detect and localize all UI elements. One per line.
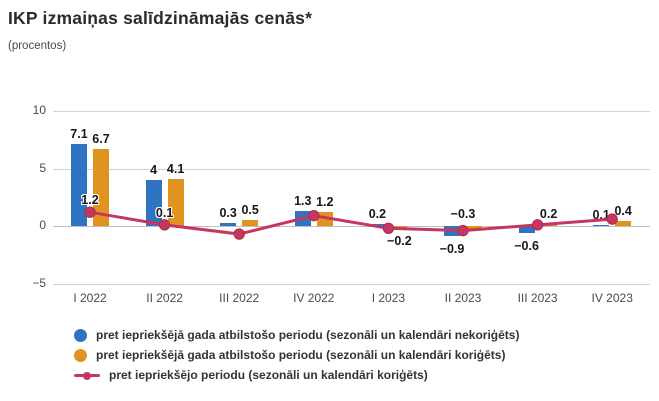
- value-label: 0.5: [241, 203, 259, 218]
- x-tick-label: IV 2023: [591, 291, 633, 305]
- bar-unadjusted-IV 2023: [593, 224, 610, 226]
- value-label: 7.1: [70, 127, 88, 142]
- value-label: −0.2: [387, 234, 412, 249]
- value-label: 0.2: [539, 206, 558, 221]
- orange-series-marker-icon: [74, 349, 87, 362]
- bar-adjusted-III 2022: [242, 220, 259, 226]
- y-tick-label: −5: [32, 275, 46, 290]
- legend-item-qoq-adjusted[interactable]: pret iepriekšējo periodu (sezonāli un ka…: [74, 369, 519, 382]
- gridline-0: [53, 226, 650, 227]
- line-series-marker-icon: [74, 369, 100, 382]
- line-point-III 2023: [531, 219, 544, 231]
- bar-adjusted-II 2022: [167, 178, 184, 226]
- line-point-III 2022: [233, 228, 245, 240]
- gridline--5: [53, 283, 650, 285]
- value-label: 1.3: [294, 194, 312, 209]
- x-tick-label: II 2022: [146, 291, 183, 305]
- line-value-label: 1.2: [81, 193, 99, 208]
- bar-adjusted-II 2023: [466, 226, 482, 230]
- line-point-I 2023: [382, 222, 395, 235]
- value-label: −0.6: [514, 238, 539, 253]
- legend-item-yoy-unadjusted[interactable]: pret iepriekšējā gada atbilstošo periodu…: [74, 329, 519, 342]
- value-label: 6.7: [92, 131, 110, 146]
- legend-label: pret iepriekšējo periodu (sezonāli un ka…: [109, 368, 428, 382]
- x-tick-label: I 2022: [73, 291, 107, 305]
- line-point-IV 2022: [308, 209, 320, 222]
- value-label: 0.4: [614, 204, 632, 219]
- value-label: −0.9: [439, 242, 465, 257]
- x-tick-label: III 2023: [517, 291, 558, 305]
- chart-subtitle: (procentos): [8, 40, 67, 52]
- line-point-II 2022: [158, 219, 171, 231]
- value-label: −0.3: [450, 207, 476, 221]
- bar-adjusted-IV 2023: [615, 221, 632, 226]
- legend-label: pret iepriekšējā gada atbilstošo periodu…: [96, 348, 506, 362]
- value-label: 0.3: [219, 205, 237, 220]
- y-tick-label: 10: [32, 103, 46, 117]
- gridline-5: [53, 168, 650, 170]
- blue-series-marker-icon: [74, 329, 87, 342]
- value-label: 1.2: [316, 195, 334, 210]
- y-tick-label: 0: [39, 218, 46, 232]
- gridline-10: [53, 111, 650, 112]
- x-tick-label: III 2022: [219, 291, 260, 305]
- legend: pret iepriekšējā gada atbilstošo periodu…: [74, 329, 519, 382]
- x-tick-label: II 2023: [444, 291, 482, 305]
- x-tick-label: IV 2022: [293, 291, 335, 305]
- bar-unadjusted-II 2022: [145, 180, 162, 226]
- line-point-II 2023: [457, 224, 469, 237]
- bar-unadjusted-III 2023: [518, 226, 535, 233]
- chart-title: IKP izmaiņas salīdzināmajās cenās*: [8, 8, 313, 28]
- value-label: 4.1: [166, 161, 185, 176]
- bar-unadjusted-I 2022: [71, 144, 87, 226]
- line-point-IV 2023: [606, 213, 618, 225]
- line-value-label: 0.1: [155, 205, 174, 220]
- bar-adjusted-I 2022: [93, 148, 109, 226]
- line-path: [89, 210, 613, 236]
- line-point-I 2022: [84, 206, 96, 218]
- y-tick-label: 5: [39, 160, 46, 175]
- line-marker-dot: [83, 371, 91, 380]
- x-tick-label: I 2023: [371, 291, 406, 305]
- value-label: 4: [150, 163, 158, 177]
- legend-item-yoy-adjusted[interactable]: pret iepriekšējā gada atbilstošo periodu…: [74, 349, 519, 362]
- bar-unadjusted-III 2022: [220, 222, 237, 226]
- bar-unadjusted-I 2023: [369, 223, 386, 226]
- legend-label: pret iepriekšējā gada atbilstošo periodu…: [96, 328, 520, 342]
- value-label: 0.2: [368, 206, 387, 221]
